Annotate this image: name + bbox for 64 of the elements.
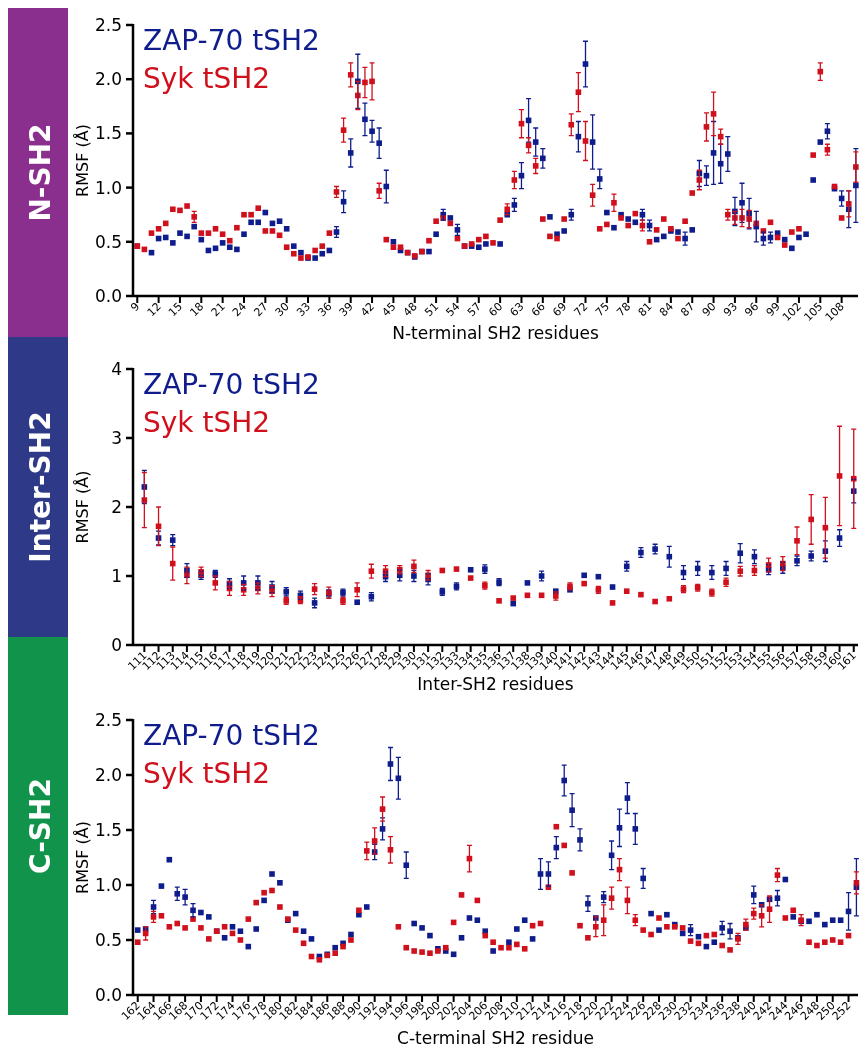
x-tick-label: 18 <box>187 299 207 320</box>
x-tick-label: 21 <box>208 299 228 320</box>
x-tick-label: 72 <box>571 299 591 320</box>
x-tick-label: 51 <box>422 299 442 320</box>
y-tick-label: 1.0 <box>94 875 122 895</box>
y-tick-label: 2.5 <box>94 710 122 730</box>
x-tick-label: 15 <box>165 299 186 320</box>
x-tick-label: 87 <box>678 299 698 320</box>
y-tick-label: 4 <box>111 359 122 379</box>
x-tick-label: 42 <box>358 299 378 320</box>
series-label: ZAP-70 tSH2 <box>143 24 320 57</box>
y-tick-label: 1.5 <box>94 820 122 840</box>
x-tick-label: 66 <box>528 299 548 320</box>
x-tick-label: 96 <box>742 299 762 320</box>
x-tick-label: 54 <box>443 299 463 320</box>
x-tick-label: 75 <box>592 299 612 320</box>
y-tick-label: 2.0 <box>94 69 122 90</box>
x-tick-label: 12 <box>144 299 164 320</box>
y-tick-label: 0.5 <box>94 231 122 252</box>
x-tick-label: 81 <box>635 299 655 320</box>
x-axis-title: Inter-SH2 residues <box>417 674 574 694</box>
text: Inter-SH2 <box>24 411 57 563</box>
y-tick-label: 1 <box>111 566 122 586</box>
x-axis-title: C-terminal SH2 residue <box>397 1028 594 1048</box>
y-axis-title: RMSF (Å) <box>73 124 92 197</box>
y-tick-label: 0.0 <box>94 985 122 1005</box>
text: Syk tSH2 <box>143 757 271 790</box>
y-tick-label: 3 <box>111 428 122 448</box>
text: Syk tSH2 <box>143 406 271 439</box>
x-tick-label: 57 <box>464 299 484 320</box>
y-axis-title: RMSF (Å) <box>73 821 92 894</box>
x-tick-label: 102 <box>780 299 805 324</box>
x-tick-label: 78 <box>614 299 634 320</box>
x-tick-label: 99 <box>763 299 783 320</box>
x-tick-label: 45 <box>379 299 399 320</box>
text: C-SH2 <box>24 778 57 874</box>
x-axis-title: N-terminal SH2 residues <box>392 323 599 343</box>
x-tick-label: 69 <box>550 299 570 320</box>
x-tick-label: 30 <box>272 299 292 320</box>
x-tick-label: 90 <box>699 299 719 320</box>
y-tick-label: 2.5 <box>94 15 122 35</box>
x-tick-label: 60 <box>486 299 506 320</box>
x-tick-label: 63 <box>507 299 527 320</box>
x-tick-label: 93 <box>720 299 741 320</box>
x-tick-label: 48 <box>400 299 420 320</box>
text: Syk tSH2 <box>143 62 271 95</box>
y-tick-label: 1.0 <box>94 177 122 198</box>
x-tick-label: 36 <box>315 299 335 320</box>
text: ZAP-70 tSH2 <box>143 719 320 752</box>
x-tick-label: 27 <box>251 299 271 320</box>
x-tick-label: 39 <box>336 299 356 320</box>
y-tick-label: 0.5 <box>94 930 122 950</box>
y-tick-label: 0 <box>111 635 122 655</box>
y-tick-label: 2.0 <box>94 765 122 785</box>
x-tick-label: 9 <box>128 299 143 315</box>
text: ZAP-70 tSH2 <box>143 368 320 401</box>
text: N-SH2 <box>24 123 57 222</box>
x-tick-label: 33 <box>294 299 314 320</box>
y-tick-label: 0.0 <box>94 286 122 306</box>
x-tick-label: 84 <box>656 299 676 320</box>
x-tick-label: 24 <box>230 299 250 320</box>
y-axis-title: RMSF (Å) <box>73 470 92 544</box>
y-tick-label: 1.5 <box>94 123 122 144</box>
y-tick-label: 2 <box>111 497 122 517</box>
